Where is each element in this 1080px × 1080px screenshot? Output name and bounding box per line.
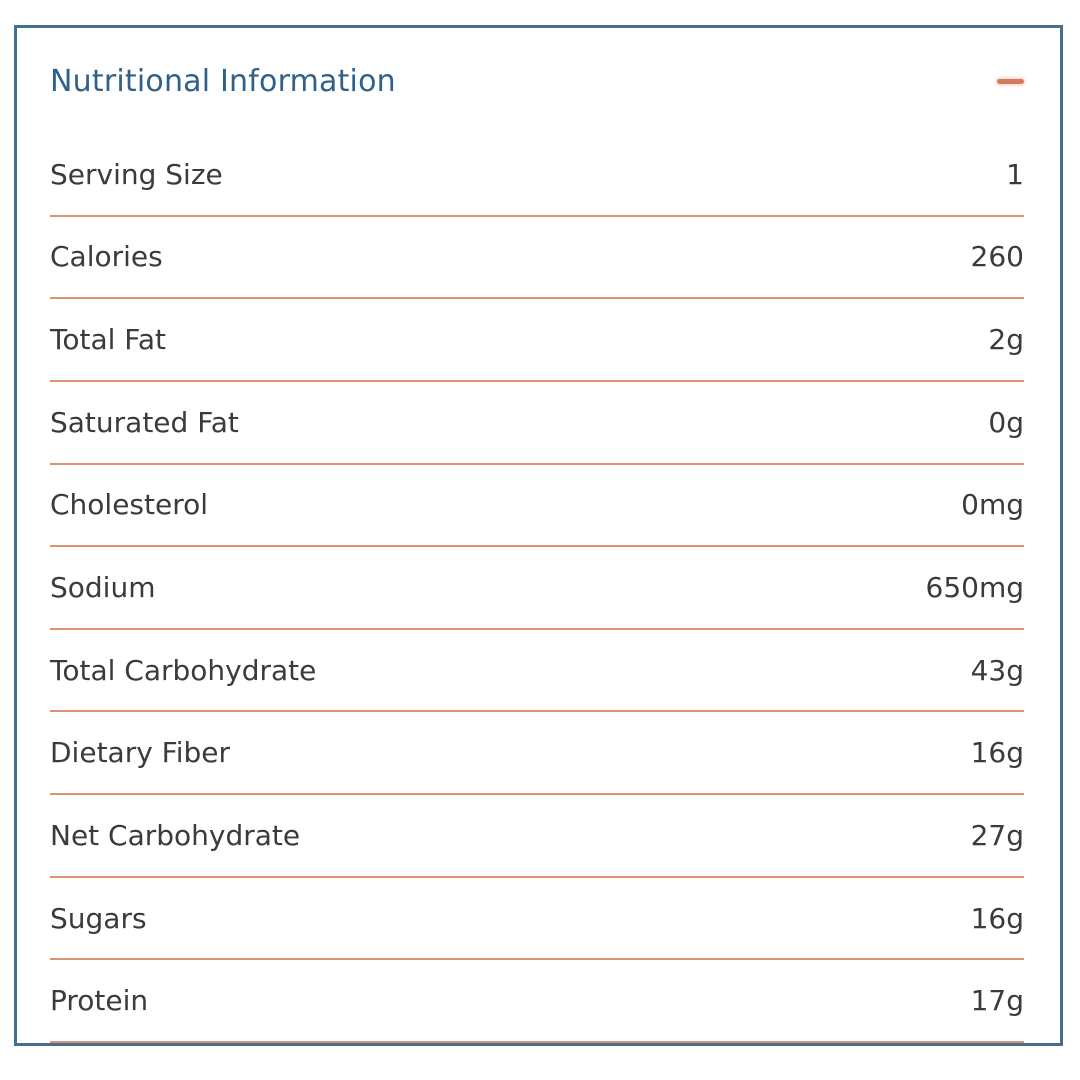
nutrition-row: Total Carbohydrate 43g: [50, 630, 1024, 713]
collapse-minus-icon[interactable]: [997, 78, 1024, 84]
nutrient-value: 16g: [970, 901, 1024, 935]
nutrient-value: 27g: [970, 818, 1024, 852]
nutrient-value: 650mg: [925, 571, 1025, 605]
nutrient-label: Total Carbohydrate: [50, 653, 317, 687]
nutrient-label: Saturated Fat: [50, 405, 239, 439]
nutrient-label: Serving Size: [50, 157, 223, 191]
nutrient-label: Calories: [50, 240, 163, 274]
nutrition-panel-header[interactable]: Nutritional Information: [50, 28, 1024, 134]
nutrient-value: 1: [1006, 157, 1024, 191]
nutrient-label: Sodium: [50, 571, 156, 605]
nutrition-row: Net Carbohydrate 27g: [50, 795, 1024, 878]
nutrition-row: Cholesterol 0mg: [50, 465, 1024, 548]
nutrition-row: Total Fat 2g: [50, 299, 1024, 382]
nutrient-value: 0g: [988, 405, 1024, 439]
panel-title: Nutritional Information: [50, 63, 396, 99]
nutrition-row: Serving Size 1: [50, 134, 1024, 217]
nutrient-value: 17g: [970, 984, 1024, 1018]
nutrition-row: Calories 260: [50, 217, 1024, 300]
nutrient-value: 2g: [988, 323, 1024, 357]
nutrient-value: 0mg: [961, 488, 1024, 522]
nutrient-label: Total Fat: [50, 323, 166, 357]
nutrient-value: 260: [970, 240, 1024, 274]
nutrient-label: Dietary Fiber: [50, 736, 231, 770]
nutrition-row: Sugars 16g: [50, 878, 1024, 961]
nutrient-value: 16g: [970, 736, 1024, 770]
nutrient-label: Net Carbohydrate: [50, 818, 301, 852]
nutrient-label: Cholesterol: [50, 488, 209, 522]
nutrition-row: Protein 17g: [50, 960, 1024, 1044]
nutrient-label: Protein: [50, 984, 149, 1018]
nutrition-panel: Nutritional Information Serving Size 1 C…: [14, 25, 1063, 1046]
nutrition-row: Sodium 650mg: [50, 547, 1024, 630]
nutrient-value: 43g: [970, 653, 1024, 687]
nutrition-rows: Serving Size 1 Calories 260 Total Fat 2g…: [50, 134, 1024, 1044]
nutrient-label: Sugars: [50, 901, 147, 935]
nutrition-row: Saturated Fat 0g: [50, 382, 1024, 465]
nutrition-row: Dietary Fiber 16g: [50, 712, 1024, 796]
